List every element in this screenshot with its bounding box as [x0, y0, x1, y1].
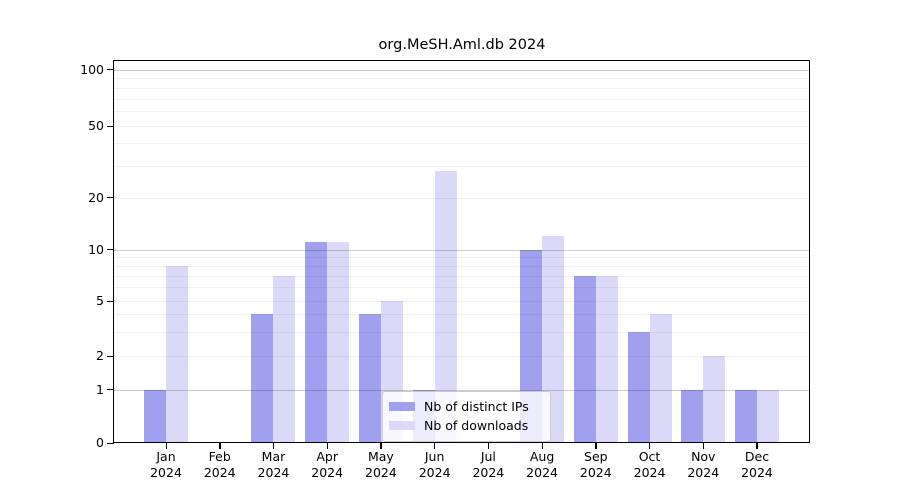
y-tick-mark [107, 355, 114, 357]
bar-distinct-ips-sep [573, 276, 596, 443]
bar-downloads-apr [327, 242, 350, 443]
x-tick-mark [326, 443, 328, 449]
x-tick-label-dec: Dec 2024 [741, 449, 773, 480]
bar-downloads-jan [166, 266, 188, 443]
x-tick-label-sep: Sep 2024 [579, 449, 612, 480]
x-tick-label-mar: Mar 2024 [257, 449, 290, 480]
minor-gridline [114, 111, 810, 113]
x-tick-label-nov: Nov 2024 [687, 449, 720, 480]
x-tick-mark [649, 443, 651, 449]
x-tick-label-aug: Aug 2024 [526, 449, 558, 480]
bar-distinct-ips-nov [681, 389, 704, 443]
bar-distinct-ips-mar [251, 314, 274, 443]
x-tick-label-apr: Apr 2024 [311, 449, 344, 480]
y-tick-mark [107, 125, 114, 127]
x-tick-label-feb: Feb 2024 [203, 449, 236, 480]
bar-distinct-ips-may [358, 314, 381, 443]
bar-downloads-jun [434, 171, 457, 443]
x-tick-label-jan: Jan 2024 [150, 449, 182, 480]
bar-downloads-nov [703, 356, 726, 443]
y-tick-mark [107, 197, 114, 199]
minor-gridline [114, 356, 810, 357]
y-tick-label: 5 [96, 293, 104, 309]
chart-title: org.MeSH.Aml.db 2024 [378, 37, 546, 53]
bar-downloads-oct [649, 314, 672, 443]
x-tick-mark [272, 443, 275, 449]
y-tick-label: 50 [88, 118, 104, 134]
minor-gridline [114, 98, 810, 100]
minor-gridline [114, 197, 810, 199]
bar-downloads-sep [595, 276, 618, 443]
legend-label-distinct-ips: Nb of distinct IPs [424, 399, 529, 414]
y-tick-mark [107, 300, 114, 302]
legend-swatch-distinct-ips-icon [389, 402, 415, 411]
y-tick-label: 100 [80, 61, 104, 77]
minor-gridline [114, 301, 810, 302]
x-tick-label-may: May 2024 [365, 449, 397, 480]
x-tick-label-oct: Oct 2024 [633, 449, 666, 480]
x-tick-mark [219, 443, 221, 449]
x-tick-mark [487, 443, 490, 449]
minor-gridline [114, 266, 810, 268]
x-tick-mark [380, 443, 382, 449]
legend: Nb of distinct IPs Nb of downloads [382, 391, 551, 442]
x-tick-mark [541, 443, 543, 449]
bar-downloads-mar [273, 276, 296, 443]
minor-gridline [114, 78, 810, 80]
x-tick-mark [165, 443, 167, 449]
legend-swatch-downloads-icon [389, 421, 415, 430]
y-tick-label: 1 [96, 381, 104, 397]
minor-gridline [114, 165, 810, 167]
y-tick-label: 0 [96, 435, 104, 451]
minor-gridline [114, 87, 810, 89]
x-tick-mark [595, 443, 597, 449]
minor-gridline [114, 126, 810, 127]
y-tick-label: 10 [88, 241, 104, 257]
x-tick-label-jul: Jul 2024 [472, 449, 505, 480]
major-gridline [114, 69, 810, 71]
x-tick-mark [434, 443, 436, 449]
major-gridline [114, 389, 810, 391]
minor-gridline [114, 314, 810, 316]
bar-distinct-ips-apr [305, 242, 328, 443]
legend-item-distinct-ips: Nb of distinct IPs [389, 397, 550, 416]
legend-label-downloads: Nb of downloads [424, 418, 529, 433]
bar-distinct-ips-oct [627, 331, 650, 443]
minor-gridline [114, 257, 810, 259]
y-tick-label: 20 [88, 189, 104, 205]
legend-item-downloads: Nb of downloads [389, 416, 550, 435]
minor-gridline [114, 331, 810, 333]
bar-distinct-ips-dec [734, 389, 757, 443]
minor-gridline [114, 287, 810, 289]
major-gridline [114, 249, 810, 251]
y-tick-mark [107, 249, 114, 251]
y-tick-mark [107, 389, 114, 391]
bar-distinct-ips-jan [144, 389, 166, 443]
y-tick-label: 2 [96, 348, 104, 364]
minor-gridline [114, 143, 810, 145]
bar-downloads-dec [756, 389, 779, 443]
x-tick-mark [756, 443, 758, 449]
minor-gridline [114, 276, 810, 277]
y-tick-mark [107, 442, 114, 444]
x-tick-label-jun: Jun 2024 [418, 449, 451, 480]
y-tick-mark [107, 69, 114, 71]
x-tick-mark [702, 443, 705, 449]
